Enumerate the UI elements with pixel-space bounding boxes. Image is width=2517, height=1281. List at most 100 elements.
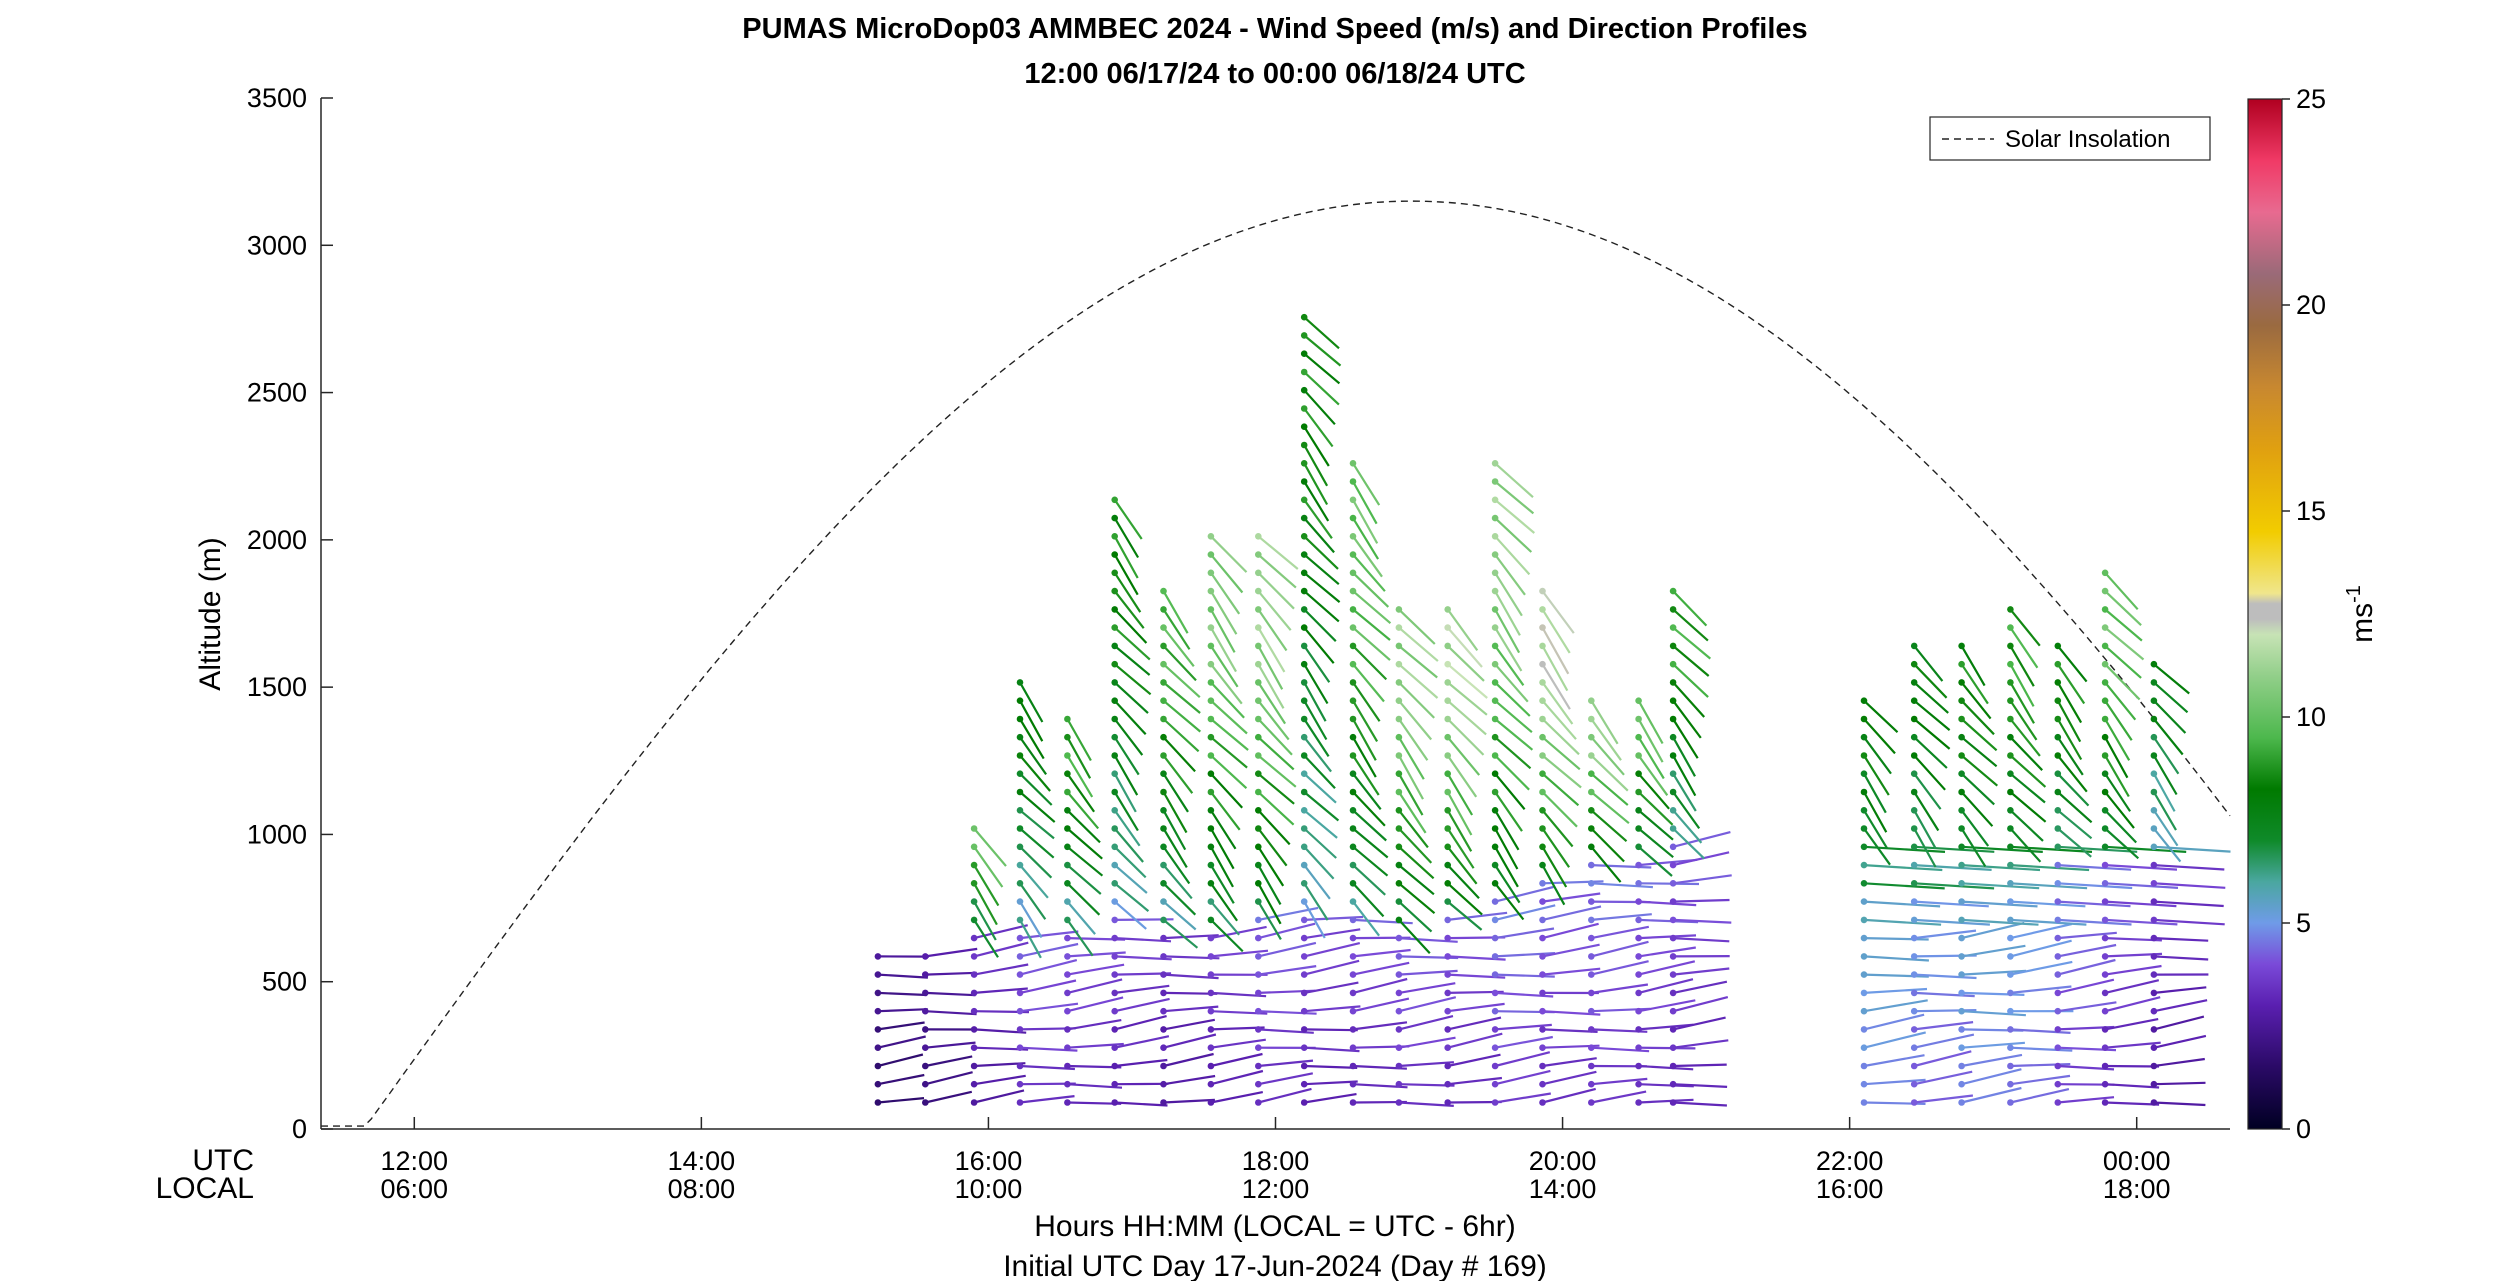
wind-barb xyxy=(1638,934,1697,940)
wind-barb-point xyxy=(2150,989,2158,997)
wind-barb-point xyxy=(2007,770,2014,777)
wind-barb-point xyxy=(1300,514,1308,522)
wind-barb-point xyxy=(1255,880,1262,887)
wind-barb-point xyxy=(1349,587,1357,595)
wind-barb xyxy=(1303,959,1360,976)
wind-barb xyxy=(2104,645,2142,679)
wind-barb-point xyxy=(1588,971,1595,978)
wind-barb xyxy=(1210,681,1245,719)
wind-barb xyxy=(1257,700,1290,741)
wind-barb-point xyxy=(1669,880,1677,887)
wind-barb xyxy=(1446,827,1475,869)
wind-barb xyxy=(1494,754,1530,791)
wind-barb-point xyxy=(1444,606,1451,613)
wind-barb-point xyxy=(1588,733,1595,741)
wind-barb xyxy=(2057,978,2115,994)
wind-barb-point xyxy=(1111,1044,1118,1051)
wind-barb-point xyxy=(1111,624,1118,631)
wind-barb-point xyxy=(1860,953,1868,960)
wind-barb-point xyxy=(1635,807,1642,814)
wind-barb xyxy=(1591,925,1650,940)
wind-barb-point xyxy=(1300,1026,1308,1033)
wind-barb xyxy=(1398,681,1435,719)
wind-barb-point xyxy=(1395,752,1403,759)
wind-barb xyxy=(1672,831,1731,848)
wind-barb-point xyxy=(1395,606,1403,613)
wind-barb-point xyxy=(1491,715,1499,723)
wind-barb-point xyxy=(1300,368,1308,376)
wind-barb xyxy=(1913,718,1951,750)
wind-barb xyxy=(877,1035,926,1049)
wind-barb-point xyxy=(1300,441,1308,449)
wind-barb-point xyxy=(1160,843,1167,851)
wind-barb xyxy=(1019,919,1042,959)
wind-barb-point xyxy=(1910,953,1918,960)
wind-barb-point xyxy=(1111,660,1118,668)
wind-barb xyxy=(1303,462,1329,506)
wind-barb xyxy=(2104,964,2162,976)
wind-barb xyxy=(1863,699,1899,734)
wind-barb xyxy=(1494,772,1526,811)
wind-barb-point xyxy=(2007,733,2014,741)
wind-barb xyxy=(1304,1064,1358,1069)
wind-barb xyxy=(1913,736,1948,769)
wind-barb-point xyxy=(1539,587,1546,595)
wind-barb xyxy=(1303,480,1330,522)
wind-barb xyxy=(2104,718,2131,761)
wind-barb-point xyxy=(2007,807,2014,814)
wind-barb xyxy=(2010,1088,2070,1104)
wind-barb-point xyxy=(1255,934,1262,942)
wind-barb xyxy=(1303,827,1337,859)
wind-barb-point xyxy=(1300,1062,1308,1070)
wind-barb xyxy=(1019,864,1049,899)
wind-barb xyxy=(1914,900,1989,908)
wind-barb-point xyxy=(1588,697,1595,704)
wind-barb xyxy=(1210,925,1267,940)
wind-barb-point xyxy=(2101,1007,2109,1015)
wind-barb xyxy=(1066,919,1094,957)
wind-barb xyxy=(1113,554,1139,596)
wind-barb xyxy=(1914,929,1977,940)
wind-barb-point xyxy=(2007,642,2014,650)
wind-barb-point xyxy=(1064,770,1071,777)
wind-barb-point xyxy=(1349,606,1357,613)
wind-barb-point xyxy=(1635,971,1642,978)
colorbar-unit-label: ms-1 xyxy=(2343,585,2379,643)
wind-barb xyxy=(1303,772,1337,804)
wind-barb xyxy=(877,973,928,979)
wind-barb xyxy=(2105,918,2178,926)
wind-barb-point xyxy=(1539,1062,1546,1070)
wind-barb-point xyxy=(1444,660,1451,668)
wind-barb-point xyxy=(1910,898,1918,905)
wind-barb-point xyxy=(1910,733,1918,741)
wind-barb xyxy=(973,827,1007,867)
wind-barb xyxy=(1398,845,1435,880)
wind-barb xyxy=(1494,1035,1554,1049)
wind-barb xyxy=(1209,882,1239,922)
wind-barb-point xyxy=(922,1099,929,1106)
wind-barb xyxy=(1542,1028,1598,1033)
wind-barb xyxy=(1352,961,1410,976)
wind-barb xyxy=(1914,973,1977,980)
wind-barb-point xyxy=(2101,569,2109,577)
wind-barb-point xyxy=(1910,934,1918,942)
wind-barb xyxy=(1258,1010,1317,1015)
wind-barb-point xyxy=(1910,916,1918,924)
wind-barb-point xyxy=(1064,898,1071,905)
wind-barb-point xyxy=(1255,624,1262,631)
wind-barb-point xyxy=(2007,697,2014,704)
wind-barb xyxy=(973,924,1028,940)
wind-barb xyxy=(2057,1001,2117,1013)
wind-barb xyxy=(1672,1016,1726,1031)
wind-barb xyxy=(877,1073,925,1086)
wind-barb-point xyxy=(2007,934,2014,942)
wind-barb-point xyxy=(1539,953,1546,960)
wind-barb xyxy=(1672,773,1697,812)
wind-barb-point xyxy=(1207,934,1215,942)
wind-barb xyxy=(1638,1023,1694,1031)
wind-barb-point xyxy=(1588,1080,1595,1088)
wind-barb-point xyxy=(1111,496,1118,504)
wind-barb xyxy=(1863,1013,1925,1031)
wind-barb xyxy=(1352,626,1391,661)
wind-barb xyxy=(1019,979,1077,994)
